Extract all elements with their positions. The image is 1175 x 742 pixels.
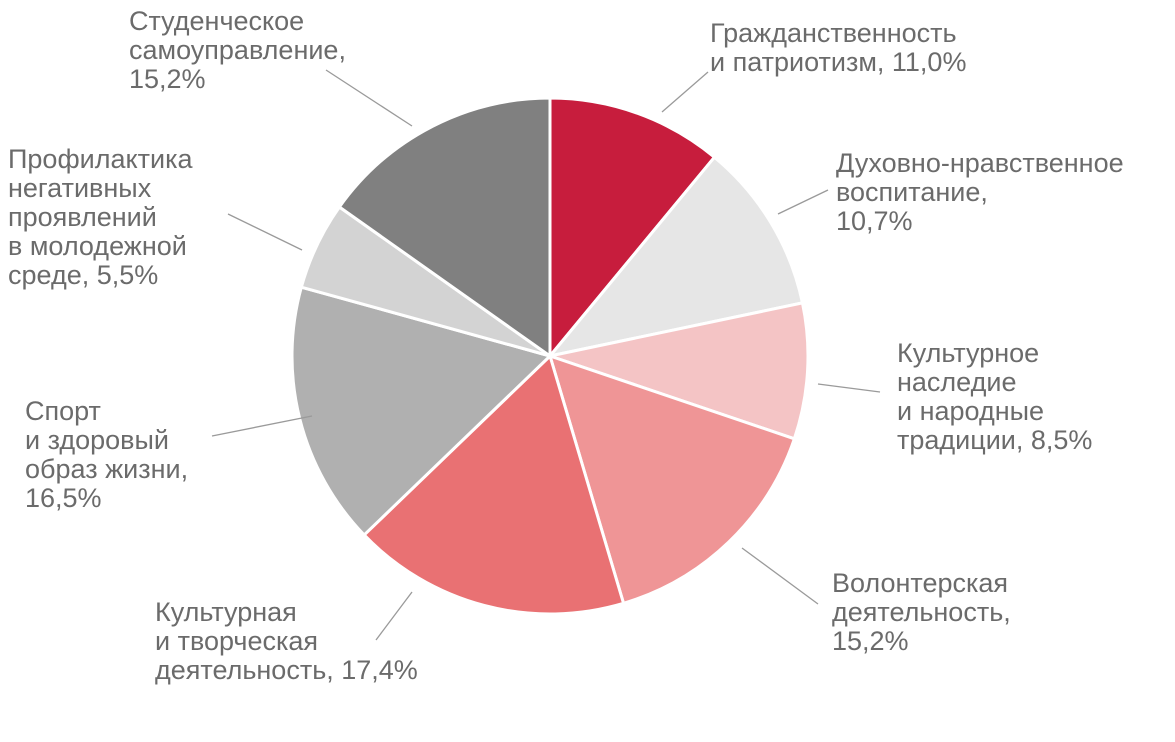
label-line: деятельность, <box>832 597 1011 627</box>
pie-slice-grazhdanstvennost <box>548 96 716 358</box>
label-kulturnoe-nasledie: Культурное наследие и народные традиции,… <box>897 339 1092 455</box>
label-line: и творческая <box>155 626 319 656</box>
label-line: самоуправление, <box>129 35 346 65</box>
leader-line-sport <box>211 415 313 437</box>
pie-slice-sport <box>290 285 552 537</box>
label-line: Студенческое <box>129 6 305 36</box>
leader-line-kulturnoe-nasledie <box>817 383 881 393</box>
pie-slice-dukhovno-nravstvennoe <box>548 155 804 358</box>
label-line: 15,2% <box>129 64 206 94</box>
label-line: среде, 5,5% <box>8 260 159 290</box>
label-kulturnaya-tvorcheskaya: Культурная и творческая деятельность, 17… <box>155 598 418 685</box>
label-line: 16,5% <box>25 483 102 513</box>
leader-line-volonterskaya <box>741 547 819 605</box>
label-line: в молодежной <box>8 231 187 261</box>
label-line: воспитание, <box>836 177 988 207</box>
label-line: образ жизни, <box>25 454 189 484</box>
label-line: Культурное <box>897 338 1040 368</box>
label-line: и патриотизм, 11,0% <box>710 47 967 77</box>
pie-slice-volonterskaya <box>548 354 796 605</box>
pie-slice-studencheskoe <box>337 96 552 358</box>
label-line: традиции, 8,5% <box>897 425 1093 455</box>
label-sport: Спорт и здоровый образ жизни, 16,5% <box>25 397 188 513</box>
leader-line-profilaktika <box>227 213 303 251</box>
label-line: Спорт <box>25 396 101 426</box>
label-line: Культурная <box>155 597 297 627</box>
pie-slice-kulturnaya-tvorcheskaya <box>362 354 626 616</box>
label-line: деятельность, 17,4% <box>155 655 418 685</box>
leader-line-kulturnaya-tvorcheskaya <box>375 591 413 641</box>
label-dukhovno-nravstvennoe: Духовно-нравственное воспитание, 10,7% <box>836 149 1124 236</box>
label-line: Волонтерская <box>832 568 1009 598</box>
label-line: и народные <box>897 396 1045 426</box>
leader-line-grazhdanstvennost <box>661 71 709 113</box>
leader-line-studencheskoe <box>325 69 413 127</box>
pie-slice-kulturnoe-nasledie <box>548 301 810 441</box>
label-studencheskoe: Студенческое самоуправление, 15,2% <box>129 7 346 94</box>
label-line: наследие <box>897 367 1017 397</box>
label-line: Духовно-нравственное <box>836 148 1124 178</box>
label-line: негативных <box>8 173 152 203</box>
label-line: 10,7% <box>836 206 913 236</box>
label-line: проявлений <box>8 202 157 232</box>
label-line: Гражданственность <box>710 18 957 48</box>
label-grazhdanstvennost: Гражданственность и патриотизм, 11,0% <box>710 19 966 77</box>
label-line: и здоровый <box>25 425 170 455</box>
label-line: 15,2% <box>832 626 909 656</box>
label-volonterskaya: Волонтерская деятельность, 15,2% <box>832 569 1011 656</box>
label-profilaktika: Профилактика негативных проявлений в мол… <box>8 145 193 290</box>
label-line: Профилактика <box>8 144 193 174</box>
leader-line-dukhovno-nravstvennoe <box>777 189 829 215</box>
